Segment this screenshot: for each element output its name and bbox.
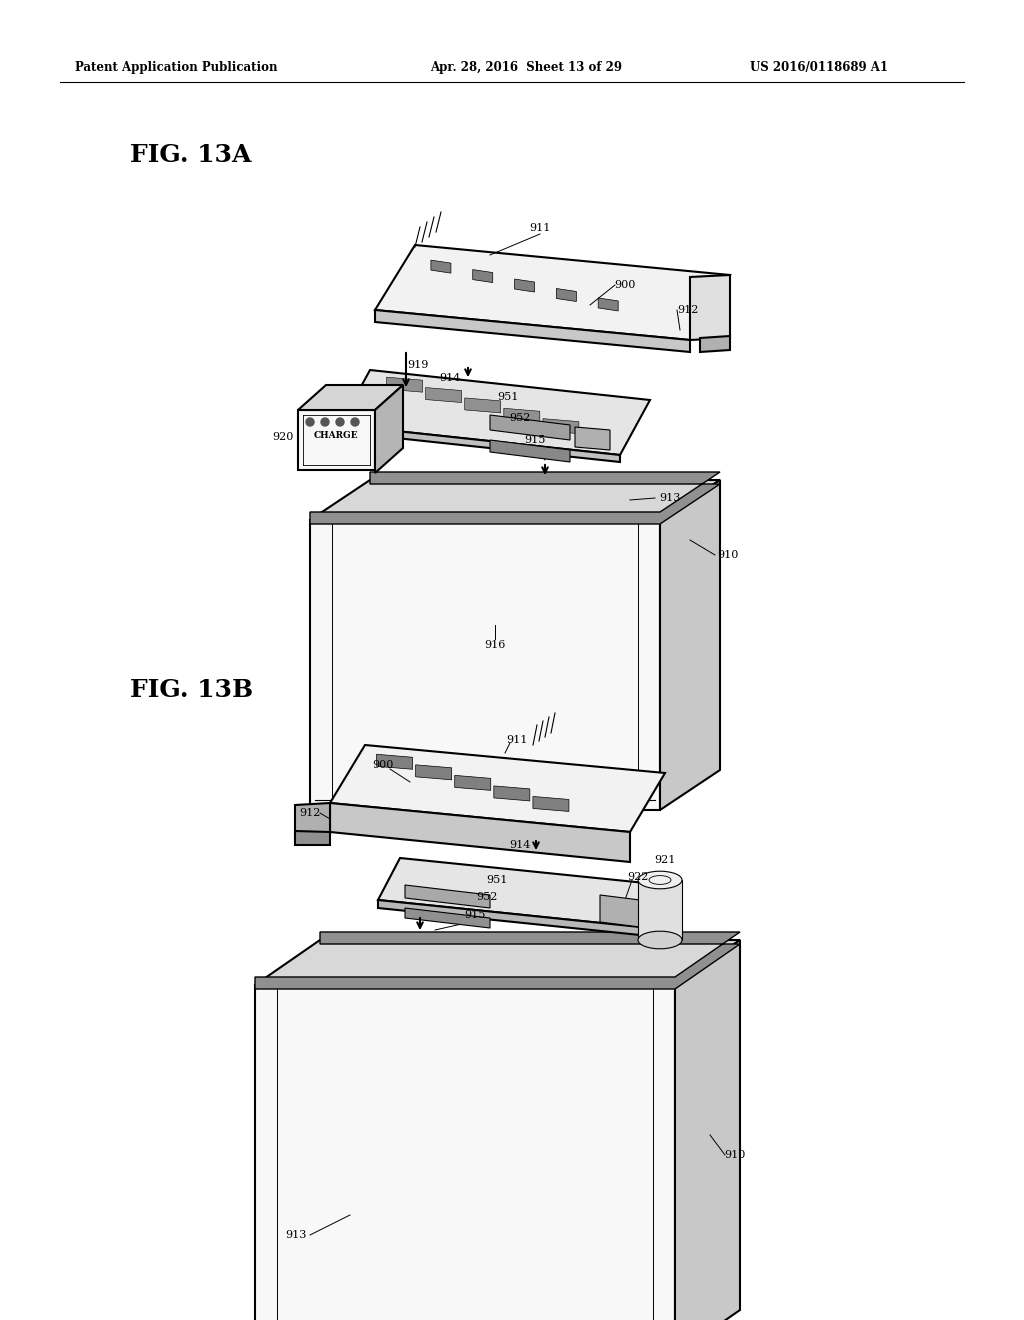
Polygon shape bbox=[490, 440, 570, 462]
Polygon shape bbox=[340, 370, 650, 455]
Polygon shape bbox=[598, 298, 618, 312]
Polygon shape bbox=[330, 803, 630, 862]
Polygon shape bbox=[600, 895, 640, 927]
Polygon shape bbox=[660, 480, 720, 810]
Polygon shape bbox=[310, 520, 660, 810]
Text: Apr. 28, 2016  Sheet 13 of 29: Apr. 28, 2016 Sheet 13 of 29 bbox=[430, 62, 622, 74]
Text: 912: 912 bbox=[677, 305, 698, 315]
Polygon shape bbox=[330, 744, 665, 832]
Polygon shape bbox=[298, 411, 375, 470]
Polygon shape bbox=[514, 279, 535, 292]
Polygon shape bbox=[310, 473, 720, 524]
Text: 919: 919 bbox=[408, 360, 429, 370]
Polygon shape bbox=[377, 754, 413, 770]
Polygon shape bbox=[532, 796, 569, 812]
Text: 952: 952 bbox=[509, 413, 530, 422]
Circle shape bbox=[321, 418, 329, 426]
Text: 910: 910 bbox=[718, 550, 738, 560]
Text: CHARGE: CHARGE bbox=[313, 430, 358, 440]
Polygon shape bbox=[295, 803, 330, 836]
Polygon shape bbox=[406, 884, 490, 908]
Ellipse shape bbox=[638, 871, 682, 888]
Text: 951: 951 bbox=[498, 392, 519, 403]
Polygon shape bbox=[378, 900, 640, 935]
Text: 900: 900 bbox=[614, 280, 636, 290]
Ellipse shape bbox=[638, 931, 682, 949]
Polygon shape bbox=[255, 940, 740, 985]
Polygon shape bbox=[298, 385, 403, 411]
Polygon shape bbox=[416, 764, 452, 780]
Polygon shape bbox=[504, 408, 540, 424]
Text: 915: 915 bbox=[464, 909, 485, 920]
Text: 911: 911 bbox=[529, 223, 551, 234]
Polygon shape bbox=[494, 785, 529, 801]
Polygon shape bbox=[473, 269, 493, 282]
Polygon shape bbox=[378, 858, 665, 927]
Text: 916: 916 bbox=[484, 640, 506, 649]
Polygon shape bbox=[431, 260, 451, 273]
Polygon shape bbox=[255, 985, 675, 1320]
Polygon shape bbox=[700, 337, 730, 352]
Text: 914: 914 bbox=[509, 840, 530, 850]
Text: 921: 921 bbox=[654, 855, 676, 865]
Text: 911: 911 bbox=[506, 735, 527, 744]
Polygon shape bbox=[675, 940, 740, 1320]
Polygon shape bbox=[375, 246, 730, 341]
Polygon shape bbox=[543, 418, 579, 434]
Polygon shape bbox=[295, 832, 330, 845]
Text: 910: 910 bbox=[724, 1150, 745, 1160]
Polygon shape bbox=[386, 378, 423, 392]
Text: 920: 920 bbox=[272, 432, 294, 442]
Circle shape bbox=[336, 418, 344, 426]
Polygon shape bbox=[638, 880, 682, 940]
Text: FIG. 13B: FIG. 13B bbox=[130, 678, 253, 702]
Polygon shape bbox=[455, 775, 490, 791]
Text: 913: 913 bbox=[659, 492, 681, 503]
Polygon shape bbox=[406, 908, 490, 928]
Text: 912: 912 bbox=[299, 808, 321, 818]
Polygon shape bbox=[690, 275, 730, 341]
Polygon shape bbox=[255, 932, 740, 989]
Polygon shape bbox=[490, 414, 570, 440]
Text: 952: 952 bbox=[476, 892, 498, 902]
Polygon shape bbox=[465, 397, 501, 413]
Text: 900: 900 bbox=[373, 760, 393, 770]
Polygon shape bbox=[340, 425, 620, 462]
Text: 914: 914 bbox=[439, 374, 461, 383]
Polygon shape bbox=[375, 310, 690, 352]
Text: US 2016/0118689 A1: US 2016/0118689 A1 bbox=[750, 62, 888, 74]
Text: 922: 922 bbox=[628, 873, 648, 882]
Polygon shape bbox=[375, 385, 403, 473]
Polygon shape bbox=[556, 289, 577, 301]
Text: FIG. 13A: FIG. 13A bbox=[130, 143, 252, 168]
Polygon shape bbox=[426, 388, 462, 403]
Text: 913: 913 bbox=[286, 1230, 306, 1239]
Text: 951: 951 bbox=[486, 875, 508, 884]
Polygon shape bbox=[575, 426, 610, 450]
Circle shape bbox=[351, 418, 359, 426]
Circle shape bbox=[306, 418, 314, 426]
Text: 915: 915 bbox=[524, 436, 546, 445]
Polygon shape bbox=[310, 480, 720, 520]
Text: Patent Application Publication: Patent Application Publication bbox=[75, 62, 278, 74]
